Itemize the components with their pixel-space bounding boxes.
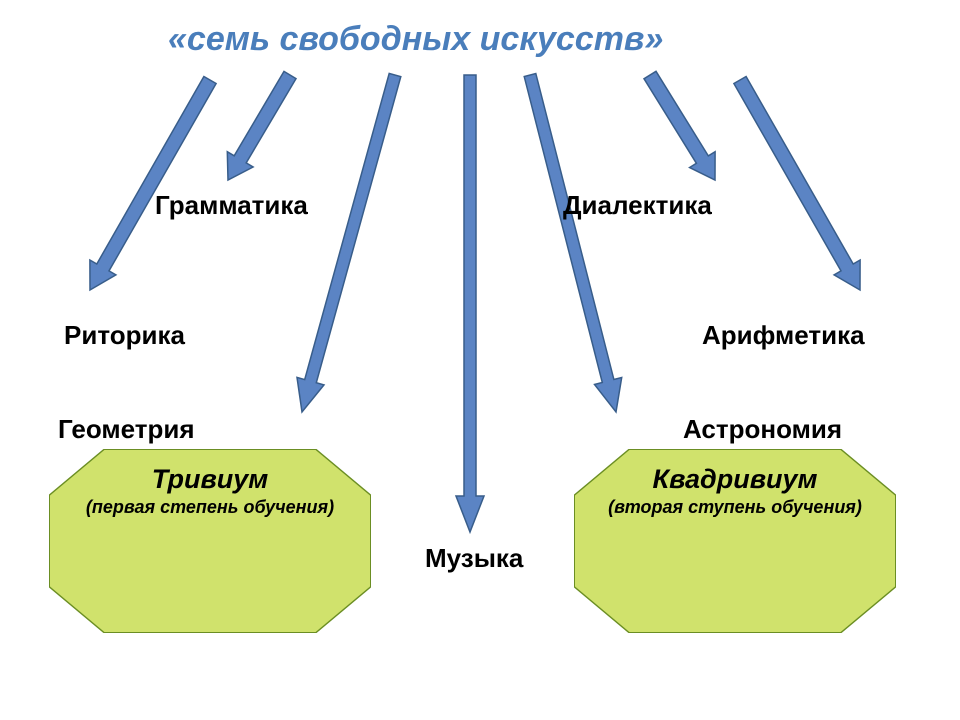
diagram-stage: «семь свободных искусств» Грамматика Диа… [0,0,960,720]
octagon-trivium: Тривиум (первая степень обучения) [50,450,370,632]
arrow-to-astronomiya [524,74,622,413]
octagon-title: Тривиум [152,464,269,495]
label-dialektika: Диалектика [563,190,712,221]
arrow-to-dialektika [644,71,715,180]
octagon-subtitle: (первая степень обучения) [86,497,334,518]
label-muzyka: Музыка [425,543,523,574]
label-geometriya: Геометрия [58,414,195,445]
arrow-to-arifmetika [734,77,860,291]
label-astronomiya: Астрономия [683,414,842,445]
arrow-to-grammatika [227,71,296,180]
arrow-to-muzyka [456,75,484,532]
octagon-quadrivium: Квадривиум (вторая ступень обучения) [575,450,895,632]
page-title: «семь свободных искусств» [168,20,663,59]
label-arifmetika: Арифметика [702,320,865,351]
arrow-to-ritorika [90,77,216,291]
label-grammatika: Грамматика [155,190,308,221]
arrow-to-geometriya [297,73,401,412]
label-ritorika: Риторика [64,320,185,351]
octagon-subtitle: (вторая ступень обучения) [608,497,862,518]
octagon-title: Квадривиум [652,464,817,495]
